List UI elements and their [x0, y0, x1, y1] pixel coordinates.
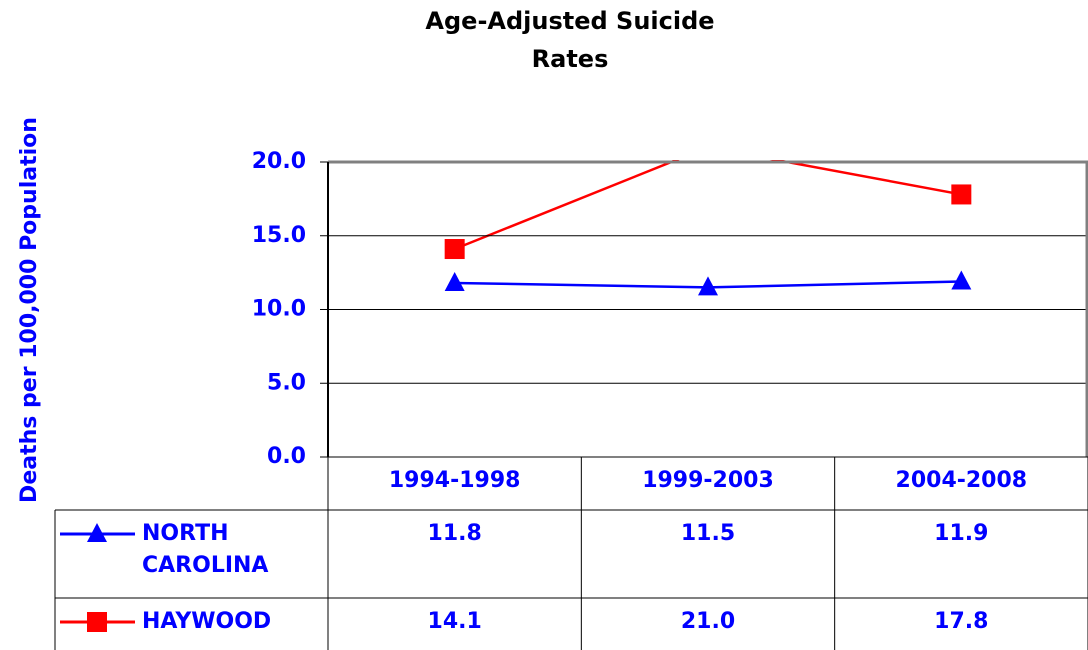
y-tick-label: 0.0: [267, 444, 306, 469]
data-label: 14.1: [427, 609, 482, 634]
y-tick-label: 10.0: [252, 297, 306, 322]
legend-marker: [87, 612, 107, 632]
marker: [951, 270, 972, 290]
marker: [698, 276, 718, 296]
data-label: 17.8: [934, 609, 989, 634]
data-label: 11.9: [934, 521, 989, 546]
data-label: 11.5: [680, 521, 736, 546]
marker: [444, 271, 465, 291]
x-tick-label: 2004-2008: [895, 468, 1028, 493]
plot-area: [444, 137, 972, 296]
marker: [444, 239, 465, 260]
legend-label: HAYWOOD: [142, 609, 272, 634]
x-tick-label: 1999-2003: [642, 468, 774, 493]
marker: [698, 137, 718, 157]
legend-label: NORTH CAROLINA: [142, 521, 269, 578]
marker: [951, 184, 972, 205]
legend-marker: [87, 523, 107, 542]
y-tick-label: 15.0: [252, 223, 306, 248]
y-tick-label: 20.0: [252, 149, 306, 174]
y-axis-label: Deaths per 100,000 Population: [17, 117, 42, 503]
chart-title: Age-Adjusted Suicide Rates: [425, 7, 715, 73]
data-label: 21.0: [680, 609, 736, 634]
x-tick-label: 1994-1998: [388, 468, 521, 493]
data-label: 11.8: [427, 521, 482, 546]
series-line: [454, 160, 962, 251]
y-tick-label: 5.0: [267, 370, 306, 395]
